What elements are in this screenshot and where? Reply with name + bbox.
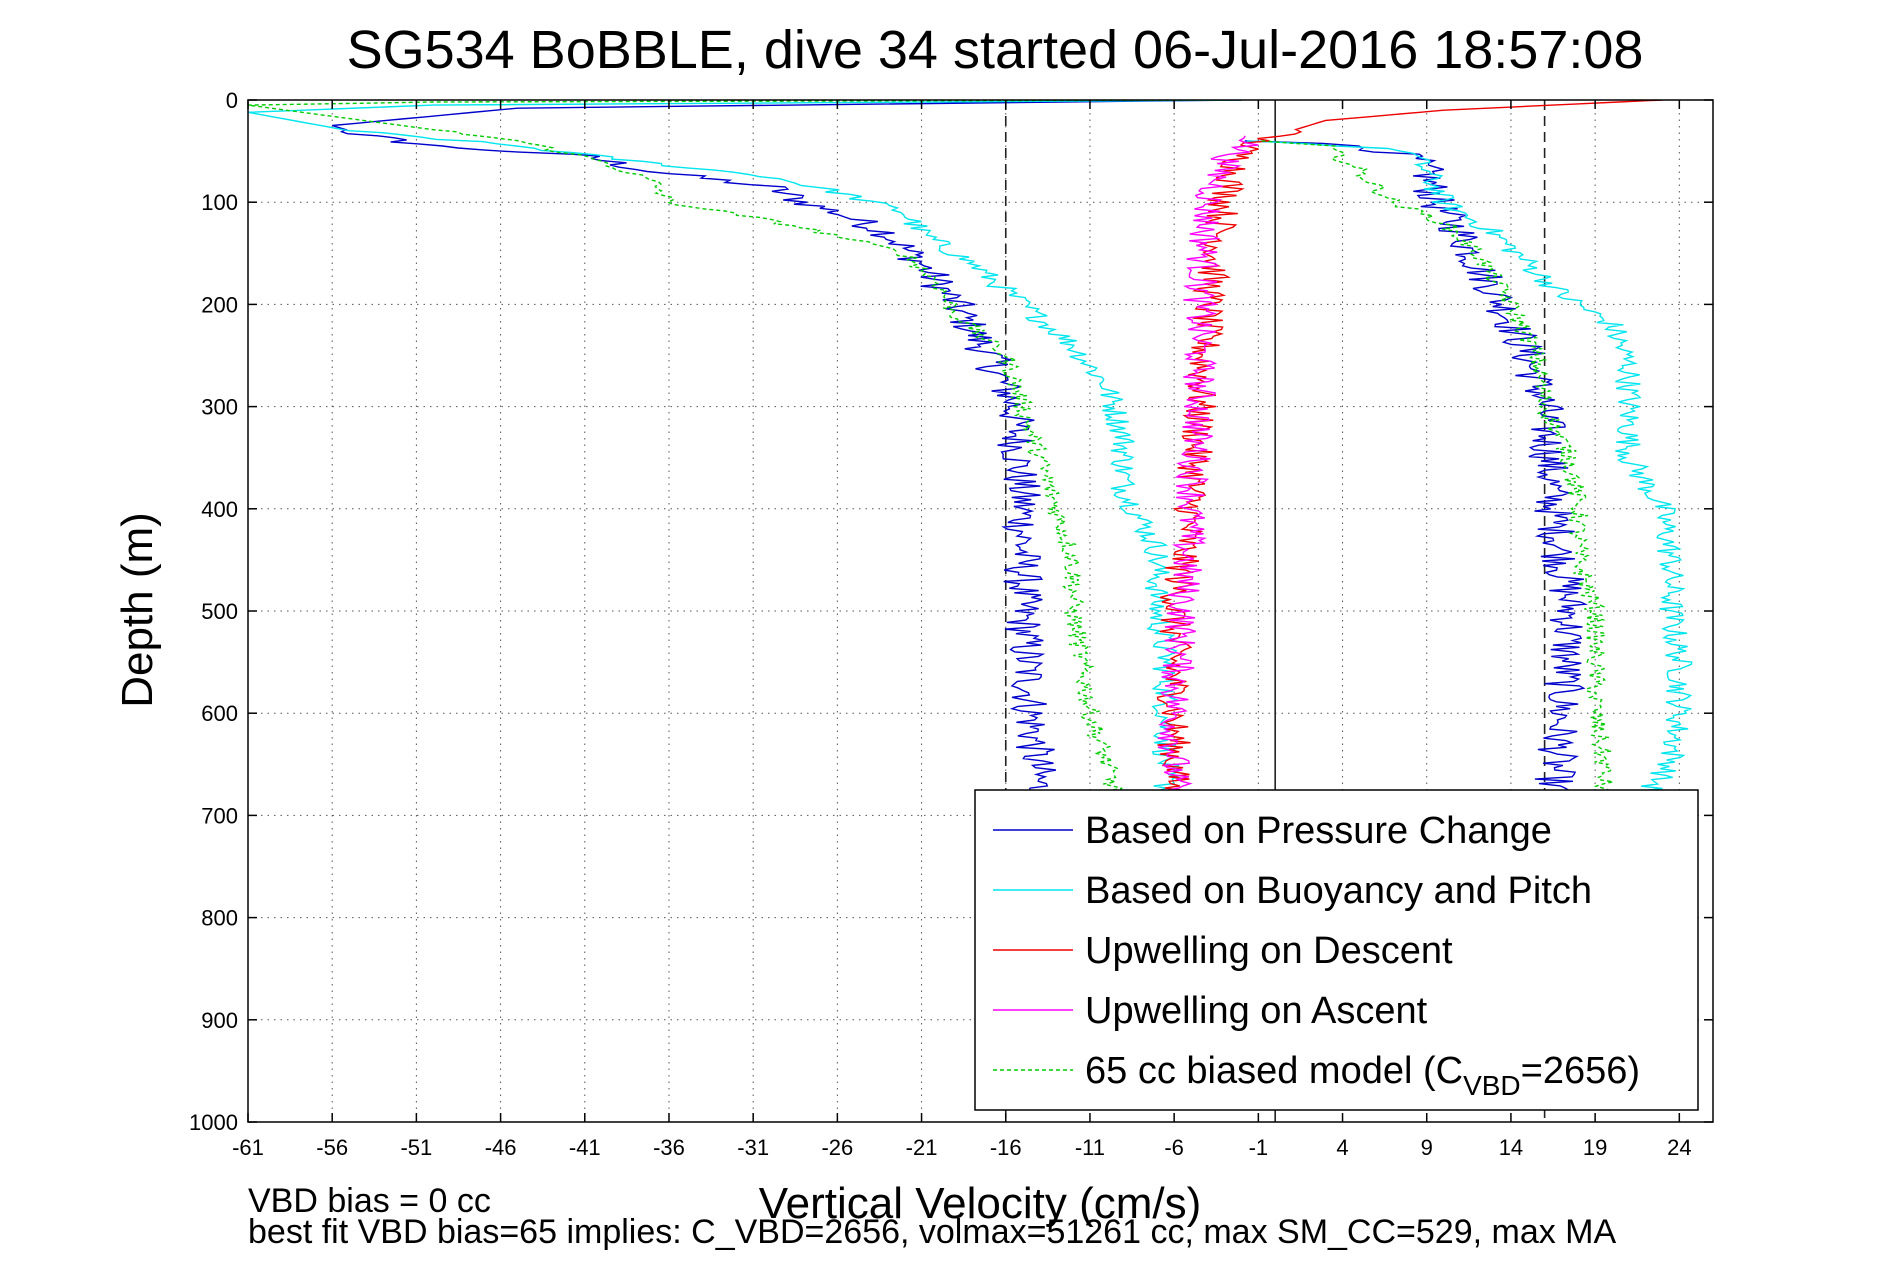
footnote-vbd-bias: VBD bias = 0 cc (248, 1182, 491, 1220)
y-axis-label: Depth (m) (113, 512, 162, 708)
x-tick-label: -31 (737, 1135, 769, 1160)
y-tick-label: 200 (201, 292, 238, 317)
x-tick-label: 4 (1336, 1135, 1348, 1160)
series-line (1247, 140, 1693, 796)
series-line (1157, 135, 1259, 796)
footnote-best-fit: best fit VBD bias=65 implies: C_VBD=2656… (248, 1213, 1617, 1251)
y-tick-label: 400 (201, 497, 238, 522)
y-tick-label: 500 (201, 599, 238, 624)
y-tick-label: 700 (201, 803, 238, 828)
series-line (1244, 140, 1588, 796)
series-line (248, 100, 1225, 796)
y-tick-label: 900 (201, 1008, 238, 1033)
x-axis-label: Vertical Velocity (cm/s) (759, 1179, 1202, 1228)
x-tick-label: -41 (569, 1135, 601, 1160)
x-tick-label: -51 (400, 1135, 432, 1160)
legend-label: Upwelling on Descent (1085, 930, 1453, 972)
x-tick-label: -26 (821, 1135, 853, 1160)
legend-label: 65 cc biased model (CVBD=2656) (1085, 1050, 1640, 1101)
series-line (1156, 100, 1663, 796)
series-line (248, 100, 1242, 796)
legend-label: Upwelling on Ascent (1085, 990, 1428, 1032)
x-tick-label: -1 (1249, 1135, 1269, 1160)
y-axis-ticks: 0 100 200 300 400 500 600 700 800 900 1000 (189, 88, 1713, 1135)
legend: Based on Pressure Change Based on Buoyanc… (974, 789, 1699, 1111)
x-tick-label: -61 (232, 1135, 264, 1160)
legend-label: Based on Pressure Change (1085, 810, 1552, 852)
x-tick-label: -6 (1164, 1135, 1184, 1160)
x-tick-label: -56 (316, 1135, 348, 1160)
y-tick-label: 1000 (189, 1110, 238, 1135)
x-tick-label: -21 (906, 1135, 938, 1160)
chart-title: SG534 BoBBLE, dive 34 started 06-Jul-201… (347, 20, 1644, 80)
x-tick-label: 9 (1421, 1135, 1433, 1160)
x-tick-label: 14 (1499, 1135, 1523, 1160)
y-tick-label: 300 (201, 395, 238, 420)
x-axis-ticks: -61 -56 -51 -46 -41 -36 -31 -26 -21 -16 -11 -6 -1 4 9 1… (232, 100, 1692, 1160)
x-tick-label: 24 (1667, 1135, 1691, 1160)
legend-box (974, 789, 1699, 1111)
x-tick-label: -36 (653, 1135, 685, 1160)
x-tick-label: -11 (1075, 1135, 1105, 1160)
x-tick-label: -46 (485, 1135, 517, 1160)
series-group (248, 100, 1693, 796)
y-tick-label: 600 (201, 701, 238, 726)
y-tick-label: 0 (226, 88, 238, 113)
y-tick-label: 800 (201, 906, 238, 931)
y-tick-label: 100 (201, 190, 238, 215)
x-tick-label: 19 (1583, 1135, 1607, 1160)
legend-label: Based on Buoyancy and Pitch (1085, 870, 1592, 912)
x-tick-label: -16 (990, 1135, 1022, 1160)
series-line (1261, 140, 1614, 796)
series-line (331, 100, 1242, 796)
